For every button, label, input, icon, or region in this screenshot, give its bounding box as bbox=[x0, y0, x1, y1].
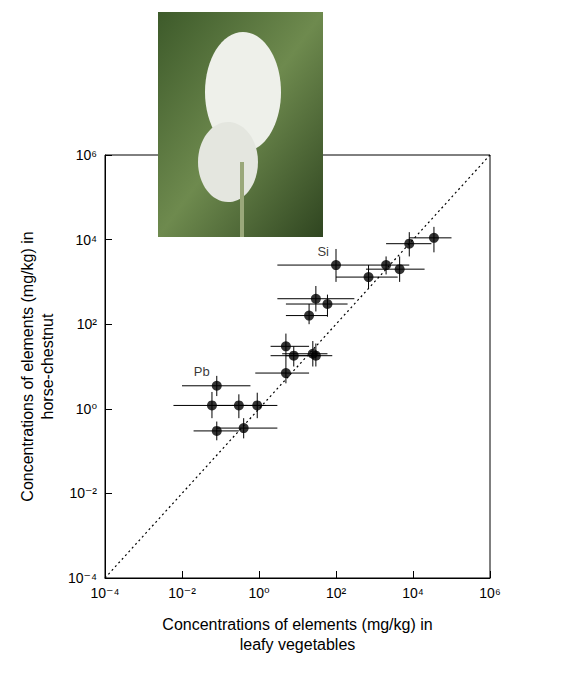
svg-text:10⁶: 10⁶ bbox=[76, 147, 97, 163]
svg-text:10⁰: 10⁰ bbox=[76, 401, 98, 417]
svg-text:horse-chestnut: horse-chestnut bbox=[39, 313, 56, 419]
svg-text:Si: Si bbox=[317, 244, 329, 259]
svg-text:10⁻²: 10⁻² bbox=[168, 585, 196, 601]
svg-text:Pb: Pb bbox=[194, 364, 210, 379]
svg-text:10⁰: 10⁰ bbox=[248, 585, 270, 601]
svg-text:10⁻⁴: 10⁻⁴ bbox=[68, 570, 97, 586]
svg-text:10²: 10² bbox=[326, 585, 347, 601]
svg-text:10²: 10² bbox=[77, 316, 98, 332]
svg-text:Concentrations of elements (mg: Concentrations of elements (mg/kg) in bbox=[162, 616, 432, 633]
svg-text:Concentrations of elements (mg: Concentrations of elements (mg/kg) in bbox=[19, 231, 36, 501]
svg-text:10⁶: 10⁶ bbox=[479, 585, 500, 601]
svg-text:leafy vegetables: leafy vegetables bbox=[240, 636, 356, 653]
svg-text:10⁴: 10⁴ bbox=[75, 232, 97, 248]
svg-text:10⁴: 10⁴ bbox=[402, 585, 424, 601]
svg-text:10⁻⁴: 10⁻⁴ bbox=[91, 585, 120, 601]
svg-text:10⁻²: 10⁻² bbox=[69, 485, 97, 501]
